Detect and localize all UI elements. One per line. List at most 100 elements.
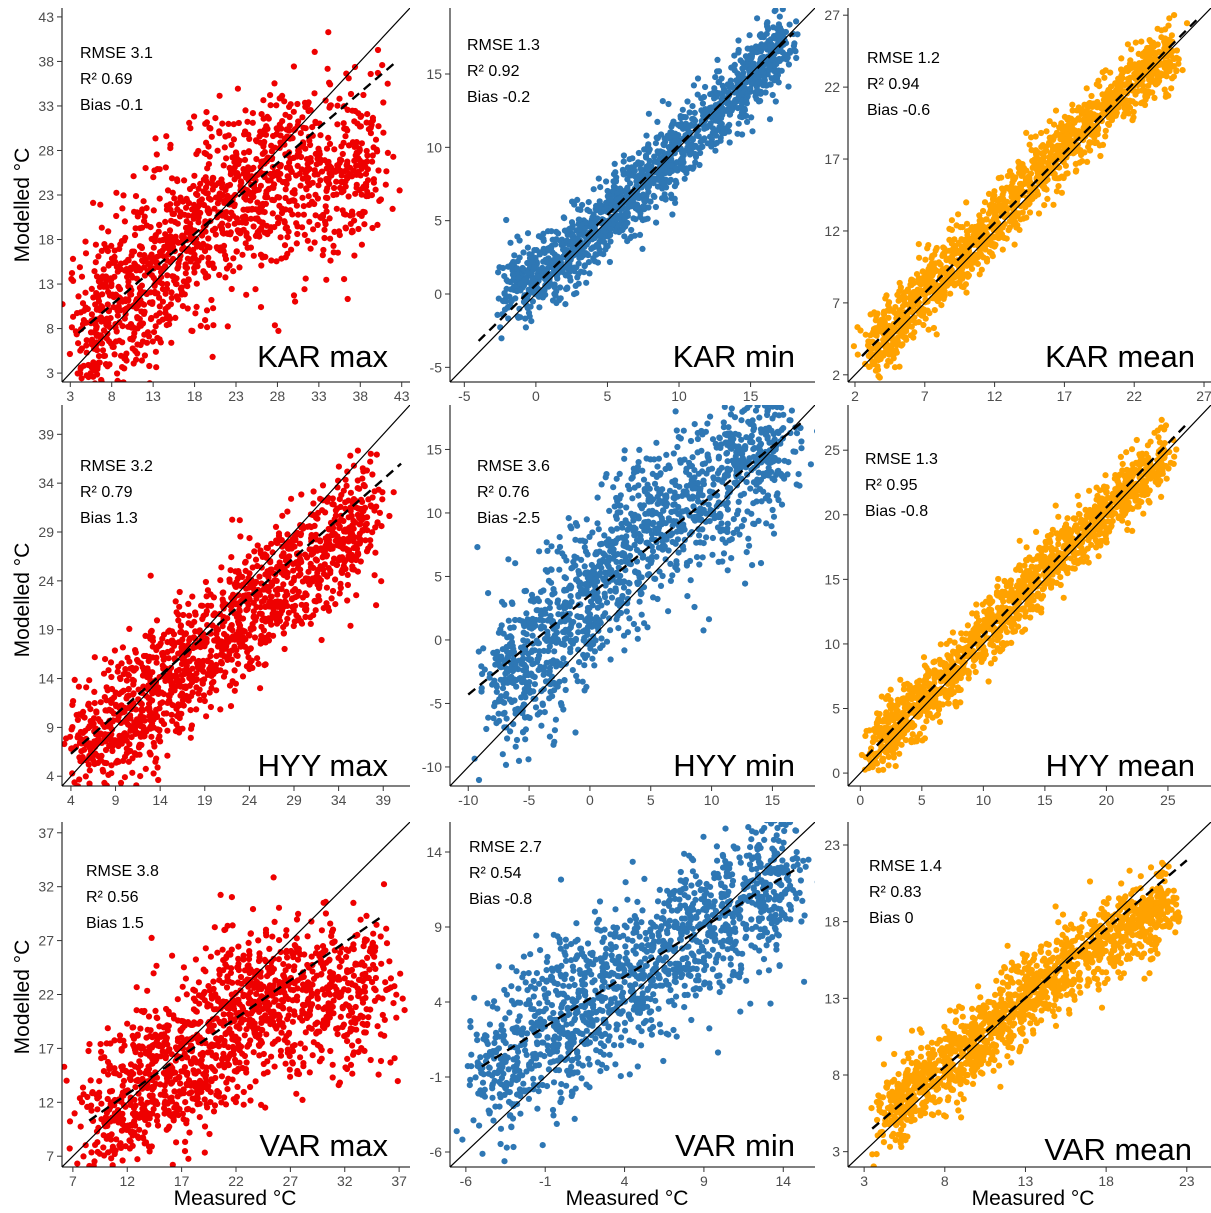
data-point — [563, 285, 570, 293]
data-point — [260, 97, 267, 104]
data-point — [985, 190, 993, 197]
data-point — [257, 163, 264, 171]
data-point — [317, 538, 324, 545]
data-point — [295, 147, 302, 154]
data-point — [214, 200, 221, 207]
data-point — [104, 416, 110, 422]
data-point — [1019, 209, 1026, 216]
data-point — [192, 609, 199, 616]
data-point — [369, 152, 376, 159]
data-point — [371, 572, 378, 579]
data-point — [995, 226, 1003, 233]
data-point — [230, 268, 237, 275]
data-point — [991, 192, 998, 199]
data-point — [1118, 55, 1125, 62]
data-point — [578, 254, 585, 261]
data-point — [258, 598, 265, 606]
data-point — [522, 315, 529, 322]
data-point — [214, 147, 221, 154]
x-tick-label: 10 — [671, 388, 687, 404]
data-point — [607, 238, 614, 245]
data-point — [1084, 158, 1091, 165]
data-point — [156, 221, 163, 228]
data-point — [106, 361, 113, 368]
data-point — [309, 124, 316, 131]
data-point — [89, 411, 95, 417]
data-point — [277, 234, 284, 241]
data-point — [228, 285, 235, 293]
data-point — [186, 185, 194, 193]
data-point — [1022, 204, 1029, 211]
data-point — [340, 139, 347, 146]
data-point — [1077, 147, 1084, 154]
data-point — [146, 380, 153, 382]
stat-r2: R² 0.69 — [80, 71, 133, 88]
data-point — [172, 728, 179, 735]
data-point — [681, 175, 688, 182]
data-point — [249, 110, 256, 117]
data-point — [636, 231, 644, 238]
data-point — [1050, 134, 1057, 141]
data-point — [157, 252, 164, 259]
data-point — [1008, 172, 1015, 179]
data-point — [312, 150, 319, 157]
y-tick-label: 15 — [426, 66, 442, 82]
data-point — [291, 574, 298, 582]
data-point — [620, 152, 628, 159]
data-point — [878, 351, 885, 358]
data-point — [382, 181, 389, 188]
data-point — [932, 247, 939, 254]
data-point — [220, 162, 227, 169]
data-point — [378, 578, 385, 585]
data-point — [282, 194, 289, 202]
data-point — [202, 120, 209, 127]
data-point — [325, 134, 332, 141]
data-point — [334, 249, 341, 256]
stat-bias: Bias -0.2 — [467, 89, 530, 106]
data-point — [154, 166, 161, 173]
data-point — [201, 149, 208, 157]
data-point — [143, 205, 150, 212]
data-point — [86, 430, 92, 436]
data-point — [1106, 88, 1113, 95]
data-point — [127, 389, 133, 395]
data-point — [792, 48, 799, 55]
data-point — [963, 199, 970, 206]
data-point — [947, 279, 955, 286]
data-point — [232, 235, 239, 242]
data-point — [259, 252, 266, 260]
data-point — [711, 95, 718, 102]
data-point — [343, 482, 350, 489]
data-point — [996, 203, 1003, 210]
data-point — [306, 218, 313, 225]
data-point — [205, 235, 212, 242]
data-point — [254, 215, 261, 223]
data-point — [191, 201, 198, 208]
data-point — [902, 294, 909, 301]
data-point — [204, 324, 211, 331]
data-point — [529, 278, 536, 286]
data-point — [69, 770, 76, 777]
data-point — [885, 357, 892, 365]
data-point — [311, 239, 318, 246]
data-point — [741, 75, 749, 82]
data-point — [718, 97, 725, 104]
data-point — [500, 298, 507, 305]
x-tick-label: 12 — [987, 388, 1003, 404]
data-point — [933, 331, 940, 338]
data-point — [163, 322, 170, 329]
data-point — [1075, 128, 1082, 135]
data-point — [999, 246, 1006, 253]
data-point — [318, 636, 325, 644]
data-point — [98, 224, 105, 231]
data-point — [1086, 139, 1093, 146]
data-point — [345, 75, 352, 82]
data-point — [187, 220, 194, 227]
data-point — [181, 177, 188, 184]
data-point — [70, 313, 77, 320]
data-point — [117, 241, 124, 248]
data-point — [341, 276, 348, 283]
data-point — [1102, 127, 1109, 134]
data-point — [1099, 141, 1107, 148]
data-point — [620, 171, 627, 178]
